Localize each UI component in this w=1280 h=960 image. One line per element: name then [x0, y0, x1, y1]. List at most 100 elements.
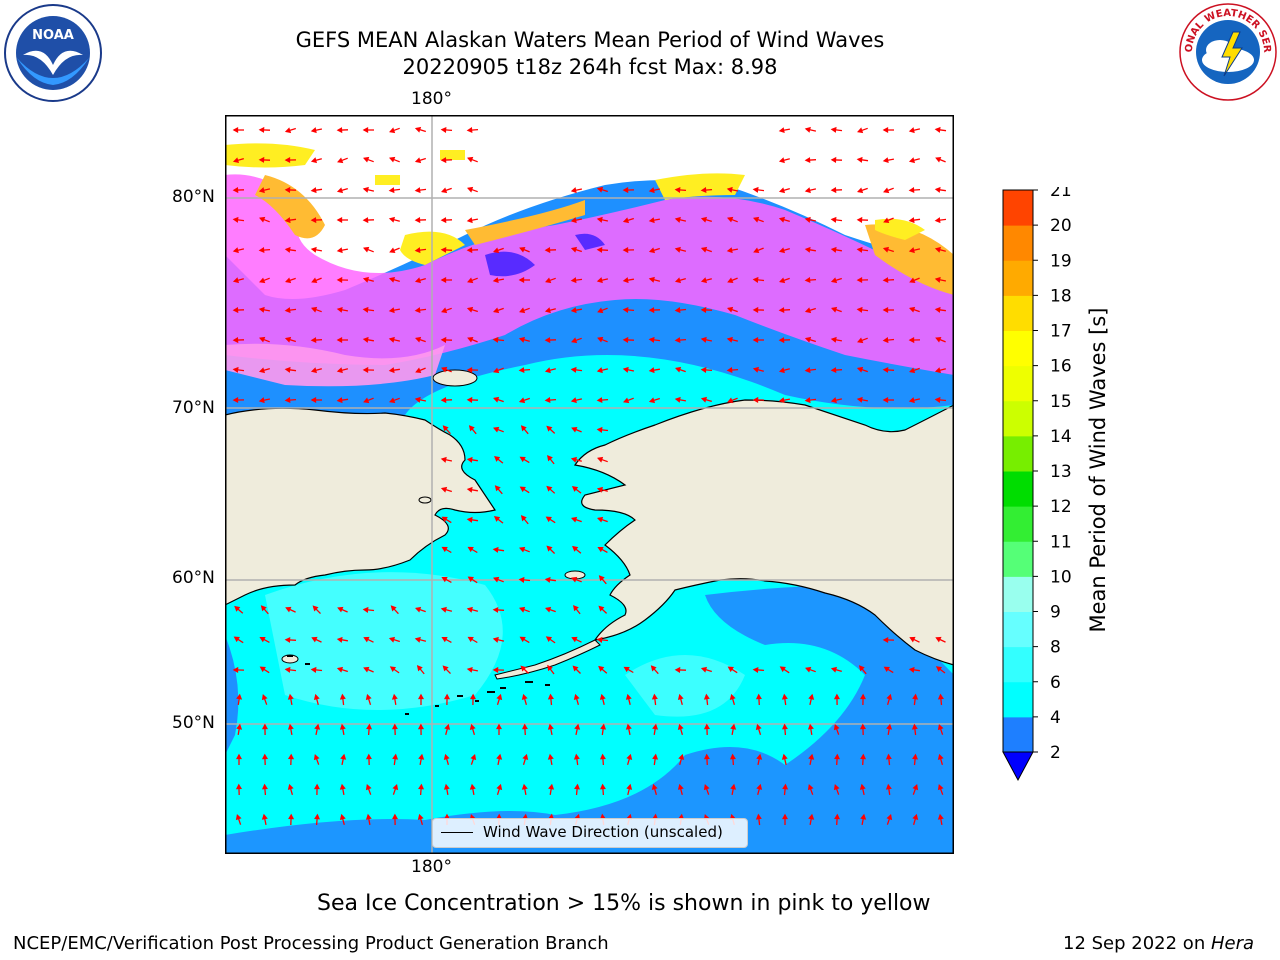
wave-arrow-head	[570, 217, 577, 224]
wave-arrow-head	[674, 396, 681, 403]
wave-arrow-head	[441, 366, 448, 373]
wave-arrow-head	[493, 396, 500, 403]
wave-arrow-head	[442, 425, 449, 432]
wave-arrow-head	[912, 813, 919, 821]
wave-arrow-head	[934, 276, 941, 283]
wave-arrow-head	[833, 784, 840, 791]
wave-arrow-head	[521, 693, 528, 701]
wave-arrow-head	[336, 367, 343, 374]
wave-arrow-head	[857, 337, 864, 344]
wave-arrow-head	[389, 397, 396, 404]
wave-arrow-head	[674, 277, 682, 284]
wave-arrow-head	[782, 813, 788, 820]
wave-arrow-head	[236, 723, 243, 730]
wave-arrow-head	[388, 276, 396, 283]
wave-arrow-head	[807, 784, 814, 791]
wave-arrow-head	[467, 576, 474, 583]
wave-arrow-head	[778, 247, 786, 254]
colorbar-segment	[1003, 506, 1033, 542]
wave-arrow-head	[362, 127, 369, 133]
wave-arrow-head	[778, 187, 786, 194]
wave-arrow-head	[232, 247, 239, 254]
wave-arrow-head	[314, 723, 321, 730]
colorbar-tick-label: 20	[1050, 216, 1072, 236]
wave-arrow-head	[544, 307, 551, 314]
wave-arrow-head	[416, 665, 423, 672]
colorbar-tick-label: 2	[1050, 743, 1061, 763]
wave-arrow-head	[934, 396, 941, 403]
wave-arrow-head	[752, 666, 759, 673]
wave-arrow-head	[310, 187, 317, 194]
wave-arrow-head	[546, 425, 553, 432]
wave-arrow-head	[570, 366, 577, 373]
wave-arrow-head	[882, 337, 889, 344]
wave-arrow-head	[778, 127, 785, 134]
wave-arrow-head	[493, 426, 500, 433]
wave-arrow-head	[544, 337, 551, 344]
wave-arrow-head	[336, 127, 343, 134]
wave-arrow-head	[418, 693, 424, 700]
wave-arrow-head	[830, 156, 837, 164]
wave-arrow-head	[626, 753, 633, 761]
wave-arrow-head	[678, 753, 685, 760]
colorbar-tick-label: 19	[1050, 251, 1072, 271]
wave-arrow-head	[440, 126, 447, 133]
noaa-logo: NOAA	[4, 4, 102, 102]
wave-arrow-head	[470, 754, 477, 761]
wave-arrow-head	[860, 753, 867, 760]
lon-label-bottom: 180°	[411, 857, 452, 877]
wave-arrow-head	[727, 277, 734, 284]
wave-arrow-head	[466, 486, 473, 493]
wave-arrow-head	[337, 157, 344, 164]
wave-period-map[interactable]	[225, 115, 954, 854]
wave-arrow-head	[859, 783, 866, 790]
wave-arrow-head	[466, 666, 473, 673]
colorbar-segment	[1003, 190, 1033, 226]
wave-arrow-head	[830, 277, 838, 284]
wave-arrow-head	[730, 723, 737, 730]
wave-arrow-head	[414, 187, 421, 194]
wave-arrow-head	[414, 636, 421, 643]
wave-arrow-head	[336, 276, 343, 284]
wave-arrow-head	[287, 693, 294, 700]
wave-arrow-head	[519, 456, 526, 463]
wave-arrow-head	[259, 216, 266, 223]
wave-arrow-head	[442, 665, 449, 672]
wave-arrow-head	[755, 723, 762, 731]
wave-arrow-head	[440, 336, 447, 344]
wave-arrow-head	[389, 247, 396, 254]
colorbar-tick-label: 15	[1050, 392, 1072, 412]
wave-arrow-head	[755, 693, 762, 700]
wave-arrow-head	[284, 397, 291, 404]
wave-arrow-head	[235, 783, 243, 790]
wave-arrow-head	[756, 753, 763, 760]
wave-arrow-head	[859, 693, 866, 700]
colorbar-tick-label: 13	[1050, 462, 1072, 482]
wave-arrow-head	[752, 306, 759, 314]
wave-arrow-head	[727, 666, 734, 673]
wave-arrow-head	[414, 307, 421, 314]
wave-arrow-head	[285, 277, 292, 284]
wave-arrow-head	[493, 367, 500, 374]
wave-arrow-head	[519, 246, 526, 253]
wave-arrow-head	[856, 396, 863, 403]
wave-arrow-head	[804, 277, 811, 284]
wave-arrow-head	[232, 216, 239, 223]
wave-arrow-head	[596, 397, 603, 404]
wave-arrow-head	[441, 516, 448, 523]
wave-arrow-head	[856, 246, 863, 253]
colorbar-tick-label: 9	[1050, 603, 1061, 623]
wave-arrow-head	[261, 813, 268, 820]
wave-arrow-head	[570, 397, 577, 404]
wave-arrow-head	[521, 783, 528, 790]
wave-arrow-head	[259, 336, 266, 343]
wave-arrow-head	[232, 366, 239, 373]
wave-arrow-head	[340, 753, 347, 760]
wave-arrow-head	[418, 753, 425, 760]
wave-arrow-head	[755, 813, 762, 820]
wave-arrow-head	[778, 307, 785, 314]
wave-arrow-head	[389, 666, 397, 672]
wave-arrow-head	[388, 307, 395, 314]
wave-arrow-head	[496, 693, 503, 701]
wave-arrow-head	[547, 455, 553, 462]
